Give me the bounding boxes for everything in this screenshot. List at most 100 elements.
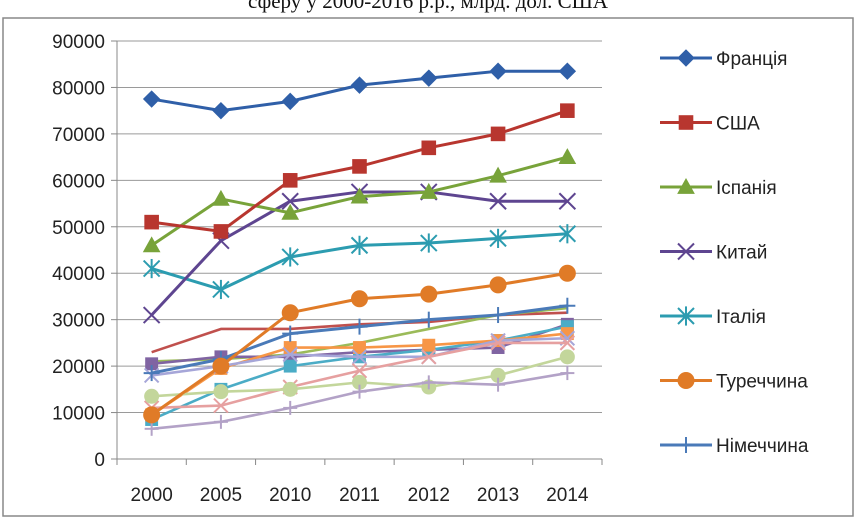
data-point — [212, 101, 230, 120]
data-point — [489, 228, 507, 248]
legend-item: Іспанія — [660, 177, 777, 199]
legend-item: Туреччина — [660, 372, 808, 393]
data-point — [491, 377, 506, 392]
data-point — [282, 325, 299, 342]
data-point — [489, 62, 507, 80]
data-point — [213, 384, 229, 400]
data-point — [489, 192, 507, 210]
data-point — [351, 349, 368, 365]
data-point — [213, 224, 229, 239]
data-point — [352, 159, 367, 174]
data-point — [353, 341, 366, 354]
data-point — [420, 285, 438, 303]
x-tick-label: 2011 — [339, 485, 380, 506]
y-tick-label: 20000 — [52, 357, 105, 378]
chart-frame — [2, 17, 854, 517]
series-Італія — [142, 224, 577, 300]
data-point — [350, 235, 369, 255]
data-point — [489, 166, 507, 183]
data-point — [489, 276, 507, 294]
legend-label: США — [716, 114, 760, 135]
unlabeled-series — [144, 349, 575, 404]
x-tick-label: 2005 — [200, 485, 242, 506]
data-point — [559, 349, 575, 365]
data-point — [559, 335, 576, 351]
legend-label: Франція — [716, 49, 787, 70]
y-tick-label: 80000 — [52, 78, 105, 99]
data-point — [560, 103, 575, 118]
x-tick-label: 2014 — [546, 485, 589, 506]
y-tick-label: 40000 — [52, 264, 105, 285]
data-point — [560, 366, 575, 381]
data-point — [490, 307, 507, 324]
legend-item: США — [660, 114, 760, 135]
legend-marker — [677, 306, 695, 326]
data-point — [143, 365, 160, 382]
data-point — [283, 359, 297, 373]
legend-marker — [677, 372, 695, 389]
data-point — [144, 421, 159, 436]
y-tick-label: 90000 — [52, 32, 105, 53]
data-point — [559, 297, 576, 314]
legend-label: Китай — [716, 243, 767, 264]
data-point — [490, 332, 506, 349]
data-point — [558, 224, 577, 244]
data-point — [282, 381, 298, 397]
x-tick-label: 2013 — [477, 485, 519, 506]
data-point — [142, 306, 161, 324]
x-tick-label: 2010 — [269, 485, 311, 506]
data-point — [558, 192, 577, 210]
data-point — [351, 318, 368, 335]
data-point — [281, 192, 299, 210]
data-point — [351, 363, 368, 379]
y-tick-label: 0 — [94, 450, 105, 471]
x-tick-label: 2000 — [131, 485, 173, 506]
unlabeled-series — [144, 366, 575, 436]
series-США — [144, 103, 575, 239]
data-point — [421, 349, 437, 365]
data-point — [212, 189, 230, 206]
data-point — [281, 203, 300, 220]
legend-label: Німеччина — [716, 436, 809, 457]
data-point — [490, 335, 506, 351]
data-point — [421, 140, 437, 156]
legend-item: Китай — [660, 243, 767, 264]
legend-marker — [678, 437, 694, 453]
legend-marker — [678, 115, 694, 130]
data-point — [350, 76, 369, 94]
y-tick-label: 10000 — [52, 404, 105, 425]
y-tick-label: 60000 — [52, 171, 105, 192]
data-point — [213, 414, 228, 429]
data-point — [422, 338, 436, 352]
legend-label: Італія — [716, 307, 766, 328]
data-point — [142, 90, 161, 108]
data-point — [282, 346, 298, 363]
data-point — [558, 264, 576, 282]
series-Туреччина — [143, 264, 576, 424]
data-point — [212, 357, 230, 375]
data-point — [352, 384, 367, 399]
data-point — [143, 406, 161, 424]
data-point — [420, 311, 437, 328]
series-Франція — [142, 62, 577, 120]
x-tick-label: 2012 — [408, 485, 450, 506]
y-tick-label: 70000 — [52, 125, 105, 146]
data-point — [144, 388, 160, 404]
data-point — [419, 182, 438, 199]
legend-item: Італія — [660, 306, 766, 328]
data-point — [213, 397, 229, 414]
data-point — [420, 69, 438, 87]
data-point — [490, 126, 506, 142]
series-Іспанія — [142, 148, 577, 253]
data-point — [420, 233, 438, 253]
y-tick-label: 30000 — [52, 311, 105, 332]
data-point — [283, 400, 298, 415]
legend-label: Туреччина — [716, 372, 808, 393]
data-point — [281, 247, 299, 267]
legend-marker — [677, 242, 695, 261]
data-point — [558, 62, 577, 80]
legend-item: Німеччина — [660, 436, 809, 457]
legend-marker — [677, 177, 695, 194]
data-point — [212, 279, 230, 300]
